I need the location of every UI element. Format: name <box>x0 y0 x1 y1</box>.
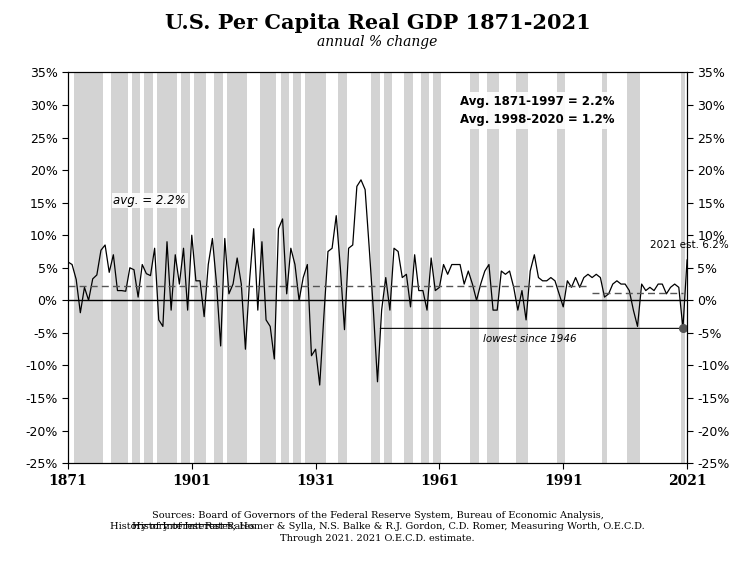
Bar <box>281 72 288 463</box>
Bar <box>433 72 442 463</box>
Bar <box>293 72 301 463</box>
Bar <box>181 72 190 463</box>
Bar <box>557 72 565 463</box>
Text: History of Interest Rates: History of Interest Rates <box>132 522 255 532</box>
Bar <box>111 72 128 463</box>
Bar <box>338 72 347 463</box>
Text: Through 2021. 2021 O.E.C.D. estimate.: Through 2021. 2021 O.E.C.D. estimate. <box>280 534 475 543</box>
Bar <box>132 72 140 463</box>
Text: lowest since 1946: lowest since 1946 <box>483 334 577 343</box>
Bar <box>627 72 639 463</box>
Text: History of Interest Rates; Homer & Sylla, N.S. Balke & R.J. Gordon, C.D. Romer, : History of Interest Rates; Homer & Sylla… <box>110 522 645 532</box>
Bar <box>405 72 412 463</box>
Bar <box>681 72 685 463</box>
Bar <box>421 72 429 463</box>
Text: History of Interest Rates; Homer & Sylla, N.S. Balke & R.J. Gordon, C.D. Romer, : History of Interest Rates; Homer & Sylla… <box>110 522 645 532</box>
Text: 2021 est. 6.2%: 2021 est. 6.2% <box>650 240 729 250</box>
Text: avg. = 2.2%: avg. = 2.2% <box>113 194 186 207</box>
Bar <box>520 72 528 463</box>
Bar <box>305 72 326 463</box>
Bar <box>214 72 223 463</box>
Bar <box>470 72 479 463</box>
Bar <box>268 72 276 463</box>
Bar <box>194 72 206 463</box>
Bar <box>144 72 153 463</box>
Bar <box>516 72 520 463</box>
Bar <box>226 72 239 463</box>
Text: annual % change: annual % change <box>317 35 438 49</box>
Bar <box>74 72 103 463</box>
Text: Avg. 1871-1997 = 2.2%
Avg. 1998-2020 = 1.2%: Avg. 1871-1997 = 2.2% Avg. 1998-2020 = 1… <box>460 95 615 126</box>
Bar <box>602 72 606 463</box>
Bar <box>487 72 499 463</box>
Bar <box>260 72 268 463</box>
Bar <box>384 72 392 463</box>
Bar <box>371 72 380 463</box>
Text: U.S. Per Capita Real GDP 1871-2021: U.S. Per Capita Real GDP 1871-2021 <box>165 13 590 33</box>
Bar <box>157 72 177 463</box>
Text: Sources: Board of Governors of the Federal Reserve System, Bureau of Economic An: Sources: Board of Governors of the Feder… <box>152 511 603 520</box>
Bar <box>239 72 248 463</box>
